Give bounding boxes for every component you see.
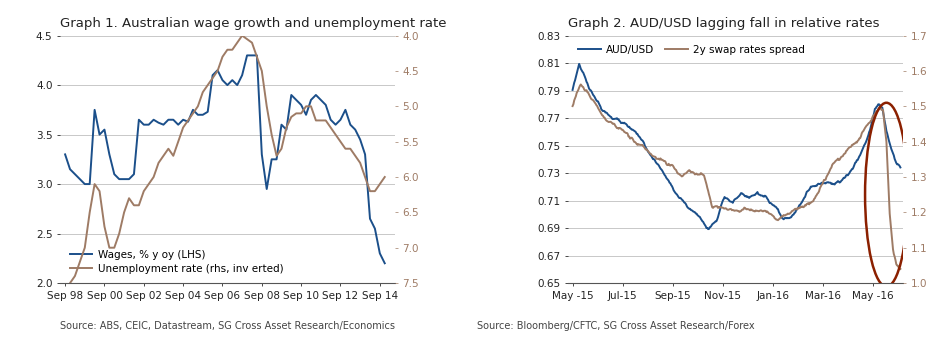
Wages, % y oy (LHS) (359, 152, 370, 156)
Legend: AUD/USD, 2y swap rates spread: AUD/USD, 2y swap rates spread (574, 41, 808, 59)
Wages, % y oy (LHS) (197, 113, 208, 117)
2y swap rates spread (774, 217, 785, 221)
2y swap rates spread (567, 104, 578, 108)
AUD/USD (807, 184, 818, 188)
AUD/USD (607, 117, 619, 121)
Text: Source: ABS, CEIC, Datastream, SG Cross Asset Research/Economics: Source: ABS, CEIC, Datastream, SG Cross … (60, 321, 395, 331)
Line: AUD/USD: AUD/USD (572, 64, 900, 229)
Unemployment rate (rhs, inv erted) (236, 34, 247, 38)
Wages, % y oy (LHS) (84, 182, 95, 186)
AUD/USD (675, 196, 686, 200)
Unemployment rate (rhs, inv erted) (315, 118, 326, 122)
2y swap rates spread (575, 82, 586, 86)
Unemployment rate (rhs, inv erted) (59, 302, 70, 306)
Wages, % y oy (LHS) (138, 123, 149, 127)
2y swap rates spread (805, 201, 816, 205)
Line: Unemployment rate (rhs, inv erted): Unemployment rate (rhs, inv erted) (65, 36, 384, 304)
Line: 2y swap rates spread: 2y swap rates spread (572, 84, 900, 269)
Text: Graph 2. AUD/USD lagging fall in relative rates: Graph 2. AUD/USD lagging fall in relativ… (569, 17, 880, 30)
2y swap rates spread (675, 173, 686, 177)
Wages, % y oy (LHS) (158, 123, 169, 127)
Wages, % y oy (LHS) (242, 53, 253, 57)
Wages, % y oy (LHS) (59, 152, 70, 156)
2y swap rates spread (697, 173, 708, 177)
AUD/USD (703, 227, 714, 231)
Legend: Wages, % y oy (LHS), Unemployment rate (rhs, inv erted): Wages, % y oy (LHS), Unemployment rate (… (66, 245, 287, 278)
Unemployment rate (rhs, inv erted) (84, 210, 95, 214)
AUD/USD (567, 88, 578, 92)
2y swap rates spread (807, 200, 818, 204)
2y swap rates spread (607, 122, 619, 126)
Unemployment rate (rhs, inv erted) (158, 154, 169, 158)
Unemployment rate (rhs, inv erted) (359, 175, 370, 179)
Unemployment rate (rhs, inv erted) (197, 90, 208, 94)
AUD/USD (895, 165, 906, 170)
Text: Graph 1. Australian wage growth and unemployment rate: Graph 1. Australian wage growth and unem… (60, 17, 446, 30)
Wages, % y oy (LHS) (315, 98, 326, 102)
AUD/USD (573, 62, 584, 66)
Unemployment rate (rhs, inv erted) (138, 189, 149, 193)
AUD/USD (775, 213, 786, 217)
Line: Wages, % y oy (LHS): Wages, % y oy (LHS) (65, 55, 384, 263)
2y swap rates spread (895, 267, 906, 271)
AUD/USD (806, 185, 817, 189)
AUD/USD (697, 220, 708, 224)
Text: Source: Bloomberg/CFTC, SG Cross Asset Research/Forex: Source: Bloomberg/CFTC, SG Cross Asset R… (477, 321, 755, 331)
Wages, % y oy (LHS) (379, 261, 390, 265)
Unemployment rate (rhs, inv erted) (379, 175, 390, 179)
